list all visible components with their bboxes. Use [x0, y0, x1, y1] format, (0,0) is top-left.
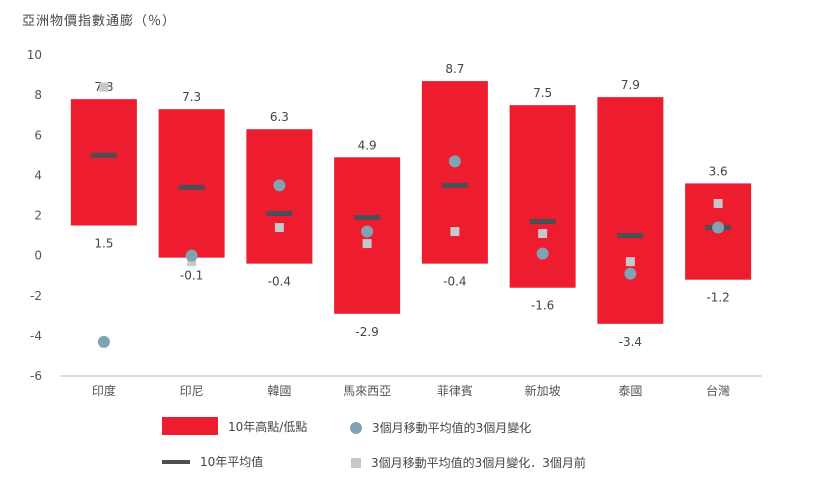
category-label: 印度 [92, 383, 116, 398]
low-label: -2.9 [355, 325, 378, 339]
category-label: 菲律賓 [437, 383, 473, 398]
y-tick-label: 4 [34, 168, 42, 182]
low-label: -1.2 [706, 291, 729, 305]
range-bar [158, 109, 225, 258]
y-tick-label: -2 [30, 289, 42, 303]
y-tick-label: 2 [34, 209, 42, 223]
prior-change-marker [713, 198, 723, 208]
range-bar [509, 105, 576, 288]
prior-change-marker [625, 257, 635, 267]
y-tick-label: 8 [34, 88, 42, 102]
high-label: 7.3 [182, 90, 201, 104]
change-marker [97, 335, 110, 348]
prior-change-marker [538, 229, 548, 239]
category-label: 泰國 [618, 384, 642, 398]
y-tick-label: -6 [30, 369, 42, 383]
low-label: -0.4 [268, 275, 291, 289]
low-label: -0.1 [180, 269, 203, 283]
average-marker [441, 182, 468, 188]
range-bar [597, 97, 664, 324]
high-label: 7.9 [621, 78, 640, 92]
y-tick-label: 0 [34, 249, 42, 263]
high-label: 8.7 [445, 62, 464, 76]
range-bar [70, 99, 137, 226]
high-label: 7.5 [533, 86, 552, 100]
low-label: 1.5 [94, 237, 113, 251]
change-marker [712, 221, 725, 234]
high-label: 4.9 [358, 138, 377, 152]
average-marker [266, 210, 293, 216]
category-label: 新加坡 [525, 383, 561, 398]
chart-title: 亞洲物價指數通膨（％） [22, 14, 177, 29]
category-label: 台灣 [706, 383, 730, 398]
average-marker [617, 233, 644, 239]
average-marker [90, 152, 117, 158]
category-label: 印尼 [180, 384, 204, 398]
average-marker [529, 219, 556, 225]
range-bar [246, 129, 313, 264]
change-marker [361, 225, 374, 238]
range-bar [421, 81, 488, 264]
average-marker [178, 184, 205, 190]
low-label: -3.4 [619, 335, 642, 349]
change-marker [448, 155, 461, 168]
average-marker [354, 215, 381, 221]
y-tick-label: -4 [30, 329, 42, 343]
high-label: 6.3 [270, 110, 289, 124]
prior-change-marker [362, 239, 372, 249]
change-marker [536, 247, 549, 260]
high-label: 3.6 [709, 164, 728, 178]
prior-change-marker [99, 82, 109, 92]
change-marker [185, 249, 198, 262]
change-marker [624, 267, 637, 280]
change-marker [273, 179, 286, 192]
prior-change-marker [187, 257, 197, 267]
prior-change-marker [274, 223, 284, 233]
category-label: 馬來西亞 [343, 384, 391, 398]
prior-change-marker [450, 227, 460, 237]
category-label: 韓國 [267, 384, 291, 398]
y-tick-label: 6 [34, 128, 42, 142]
low-label: -1.6 [531, 299, 554, 313]
y-tick-label: 10 [27, 48, 42, 62]
low-label: -0.4 [443, 275, 466, 289]
